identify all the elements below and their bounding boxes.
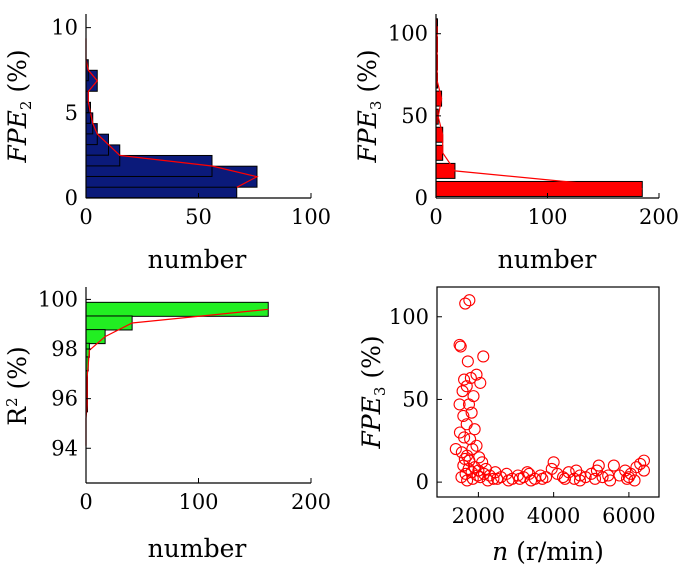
scatter-point xyxy=(453,338,466,351)
y-tick-label: 100 xyxy=(388,22,428,46)
x-tick-label: 100 xyxy=(291,205,331,229)
y-axis-label: FPE2 (%) xyxy=(3,49,35,163)
scatter-point xyxy=(470,368,483,381)
scatter-point xyxy=(487,472,500,485)
scatter-point xyxy=(604,474,617,487)
x-tick-label: 200 xyxy=(639,205,679,229)
scatter-point xyxy=(592,459,605,472)
scatter-point xyxy=(458,431,471,444)
scatter-point xyxy=(637,454,650,467)
scatter-point xyxy=(453,398,466,411)
scatter-point xyxy=(463,294,476,307)
bar xyxy=(85,301,269,317)
x-tick-label: 100 xyxy=(178,490,218,514)
scatter-point xyxy=(467,390,480,403)
y-tick-label: 50 xyxy=(402,387,429,411)
scatter-point xyxy=(521,466,534,479)
scatter-point xyxy=(634,457,647,470)
scatter-point xyxy=(472,464,485,477)
panel-scatter: 2000 4000 6000 0 50 100 n (r/min) FPE3 (%) xyxy=(357,286,660,566)
x-tick-label: 50 xyxy=(185,205,212,229)
x-tick-label: 0 xyxy=(79,490,92,514)
x-tick-label: 100 xyxy=(527,205,567,229)
x-tick-label: 6000 xyxy=(602,504,655,528)
x-tick-label: 2000 xyxy=(452,504,505,528)
scatter-point xyxy=(536,472,549,485)
panel-fpe2: 0 50 100 0 5 10 number FPE2 (%) xyxy=(3,14,331,274)
y-tick-label: 5 xyxy=(65,101,78,125)
scatter-point xyxy=(465,406,478,419)
panel-r2: 0 100 200 94 96 98 100 number R2 (%) xyxy=(3,287,331,563)
scatter-point xyxy=(479,462,492,475)
scatter-point xyxy=(468,423,481,436)
scatter-point xyxy=(477,350,490,363)
scatter-point xyxy=(620,472,634,485)
y-tick-label: 96 xyxy=(51,387,78,411)
x-tick-label: 0 xyxy=(429,205,442,229)
scatter-point xyxy=(622,471,635,484)
bar xyxy=(85,329,106,345)
scatter-point xyxy=(464,433,477,446)
scatter-point xyxy=(502,474,515,487)
scatter-point xyxy=(513,472,526,485)
y-axis-label: R2 (%) xyxy=(3,346,32,426)
scatter-point xyxy=(607,459,620,472)
y-tick-label: 100 xyxy=(389,305,429,329)
scatter-point xyxy=(463,454,476,467)
x-tick-label: 0 xyxy=(79,205,92,229)
scatter-point xyxy=(474,471,487,484)
bar xyxy=(435,144,444,161)
fit-line xyxy=(436,26,643,190)
scatter-point xyxy=(619,464,632,477)
plot-frame xyxy=(436,286,660,498)
bar xyxy=(435,180,643,197)
scatter-point xyxy=(459,297,472,310)
y-axis-label: FPE3 (%) xyxy=(353,49,385,163)
y-tick-label: 0 xyxy=(416,470,429,494)
scatter-point xyxy=(471,469,484,482)
x-axis-label: number xyxy=(498,245,597,274)
scatter-point xyxy=(454,340,467,353)
x-tick-label: 4000 xyxy=(527,504,580,528)
x-axis-label: n (r/min) xyxy=(492,537,604,566)
scatter-point xyxy=(534,469,547,482)
scatter-point xyxy=(630,461,643,474)
scatter-point xyxy=(579,471,592,484)
scatter-point xyxy=(449,442,462,456)
scatter-point xyxy=(466,442,479,456)
panel-fpe3: 0 100 200 0 50 100 number FPE3 (%) xyxy=(353,14,679,274)
x-axis-label: number xyxy=(148,534,247,563)
scatter-point xyxy=(558,472,571,485)
bar xyxy=(85,315,133,331)
scatter-point xyxy=(457,409,470,423)
y-tick-label: 0 xyxy=(415,186,428,210)
scatter-point xyxy=(547,456,560,469)
x-tick-label: 200 xyxy=(291,490,331,514)
scatter-point xyxy=(481,474,494,487)
scatter-point xyxy=(461,355,474,368)
scatter-point xyxy=(596,471,609,484)
y-tick-label: 98 xyxy=(51,337,78,361)
y-tick-label: 100 xyxy=(38,287,78,311)
y-tick-label: 0 xyxy=(65,186,78,210)
scatter-point xyxy=(461,474,474,487)
y-tick-label: 94 xyxy=(51,436,78,460)
y-tick-label: 50 xyxy=(401,104,428,128)
scatter-point xyxy=(474,376,487,389)
scatter-point xyxy=(462,398,476,411)
scatter-point xyxy=(460,380,473,393)
scatter-point xyxy=(458,373,471,386)
y-tick-label: 10 xyxy=(51,16,78,40)
y-axis-label: FPE3 (%) xyxy=(357,335,389,449)
scatter-point xyxy=(637,464,650,477)
x-axis-label: number xyxy=(148,245,247,274)
scatter-point xyxy=(570,464,583,477)
scatter-point xyxy=(588,472,602,485)
scatter-point xyxy=(628,474,641,487)
scatter-point xyxy=(470,439,483,452)
